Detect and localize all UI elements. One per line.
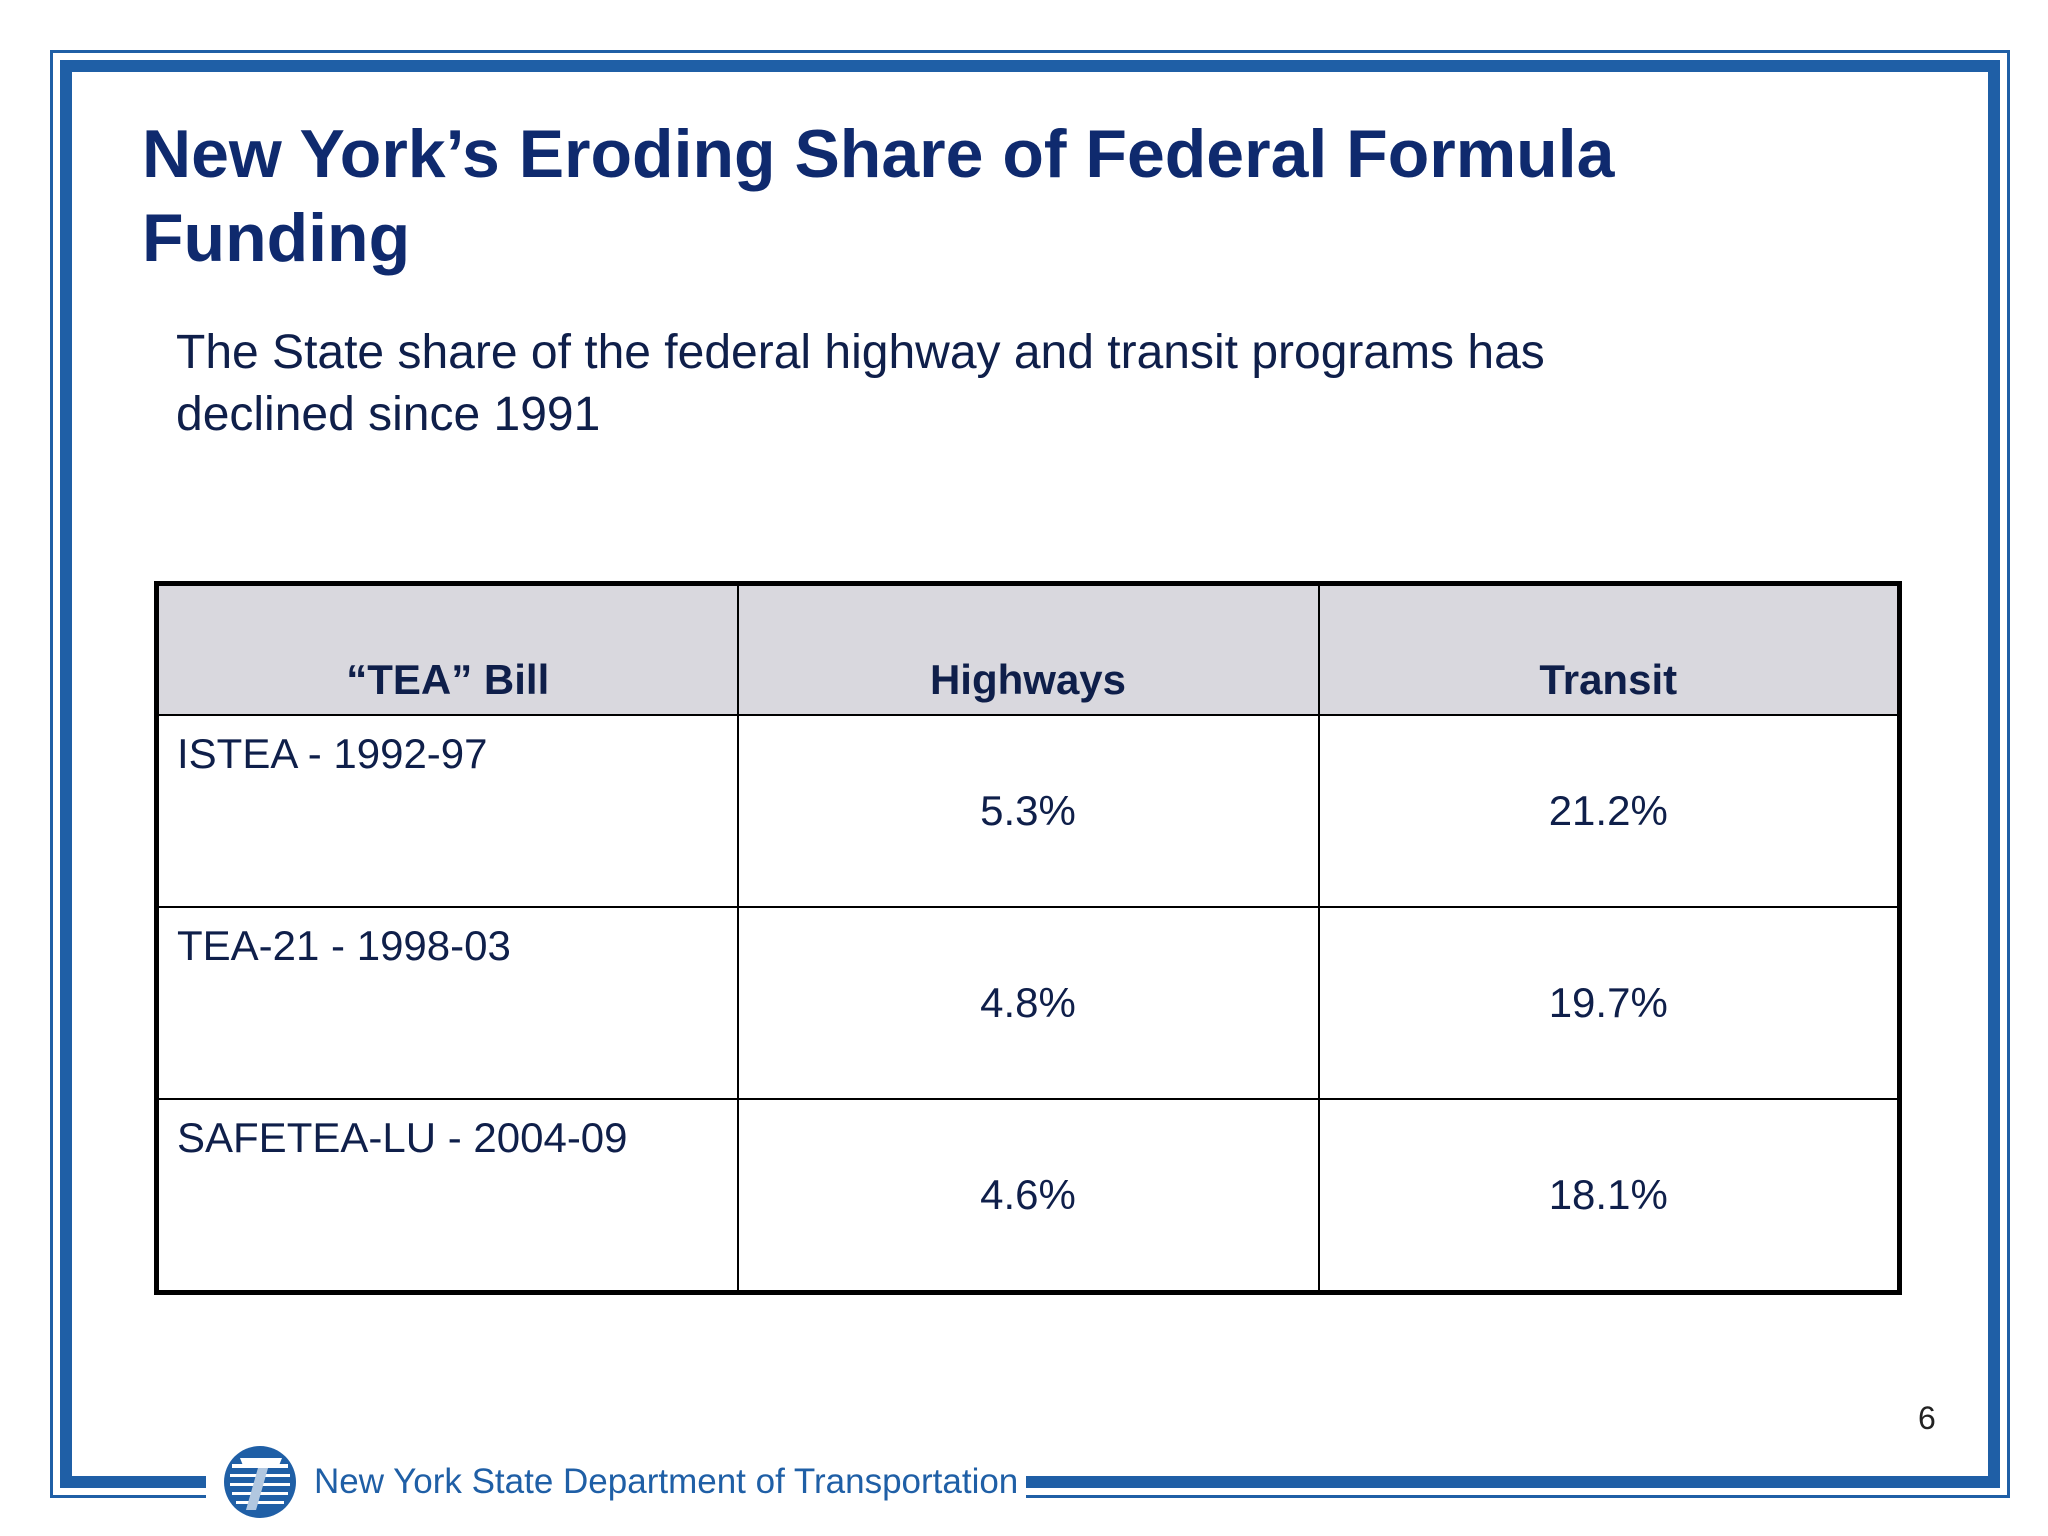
transit-cell: 19.7% xyxy=(1317,906,1901,1100)
table-header-row: “TEA” Bill Highways Transit xyxy=(155,582,1901,716)
footer-org-name: New York State Department of Transportat… xyxy=(314,1462,1019,1501)
header-highways: Highways xyxy=(736,582,1320,716)
subtitle-line-2: declined since 1991 xyxy=(176,388,601,441)
title-line-2: Funding xyxy=(142,200,411,276)
highways-cell: 4.8% xyxy=(736,906,1320,1100)
transit-cell: 21.2% xyxy=(1317,714,1901,908)
highways-cell: 5.3% xyxy=(736,714,1320,908)
table-row: SAFETEA-LU - 2004-09 4.6% 18.1% xyxy=(155,1098,1901,1294)
slide-frame-outer xyxy=(50,50,2010,1498)
table-row: ISTEA - 1992-97 5.3% 21.2% xyxy=(155,714,1901,908)
footer-branding: New York State Department of Transportat… xyxy=(206,1438,1026,1526)
slide-subtitle: The State share of the federal highway a… xyxy=(176,322,1776,446)
slide-title: New York’s Eroding Share of Federal Form… xyxy=(142,112,1742,280)
bill-cell: SAFETEA-LU - 2004-09 xyxy=(155,1098,739,1294)
subtitle-line-1: The State share of the federal highway a… xyxy=(176,326,1545,379)
highways-cell: 4.6% xyxy=(736,1098,1320,1294)
bill-cell: TEA-21 - 1998-03 xyxy=(155,906,739,1100)
bill-cell: ISTEA - 1992-97 xyxy=(155,714,739,908)
title-line-1: New York’s Eroding Share of Federal Form… xyxy=(142,116,1615,192)
header-tea-bill: “TEA” Bill xyxy=(155,582,739,716)
funding-share-table: “TEA” Bill Highways Transit ISTEA - 1992… xyxy=(154,581,1902,1295)
header-transit: Transit xyxy=(1317,582,1901,716)
page-number: 6 xyxy=(1918,1400,1936,1436)
table-row: TEA-21 - 1998-03 4.8% 19.7% xyxy=(155,906,1901,1100)
nysdot-logo-icon xyxy=(224,1446,296,1518)
transit-cell: 18.1% xyxy=(1317,1098,1901,1294)
